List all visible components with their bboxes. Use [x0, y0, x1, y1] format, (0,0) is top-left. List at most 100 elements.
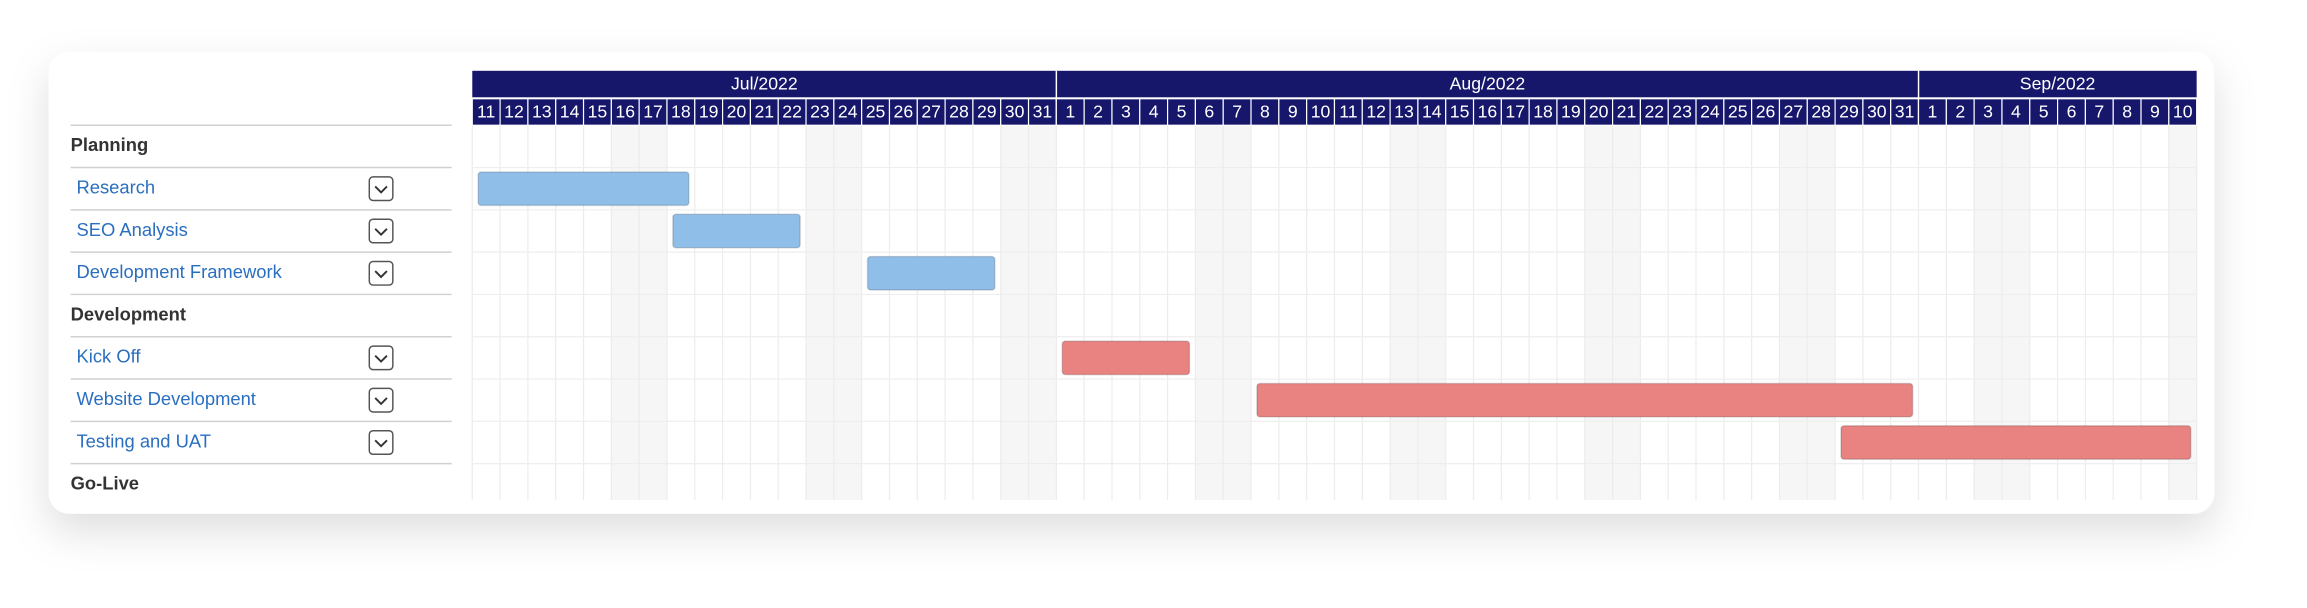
day-label: 8	[2122, 101, 2132, 121]
day-label: 26	[1756, 101, 1776, 121]
day-label: 12	[1366, 101, 1386, 121]
task-label[interactable]: Kick Off	[77, 346, 142, 367]
day-header	[888, 98, 918, 126]
day-header	[1973, 98, 2003, 126]
dropdown-chevron	[374, 228, 388, 237]
dropdown-button[interactable]	[368, 260, 394, 286]
day-header	[1639, 98, 1669, 126]
task-bar[interactable]	[866, 255, 996, 291]
day-label: 23	[810, 101, 830, 121]
day-label: 11	[477, 101, 495, 121]
task-bar[interactable]	[672, 213, 801, 249]
day-label: 20	[1589, 101, 1609, 121]
day-header	[471, 98, 501, 126]
day-header	[1389, 98, 1419, 126]
weekend-shade	[1612, 125, 1641, 501]
day-label: 28	[1811, 101, 1831, 121]
task-label[interactable]: Research	[77, 177, 156, 198]
day-header	[1584, 98, 1614, 126]
group-label: Development	[71, 303, 186, 324]
day-header	[1167, 98, 1196, 126]
task-bar[interactable]	[1840, 425, 2192, 460]
day-label: 10	[1311, 101, 1331, 121]
dropdown-button[interactable]	[368, 218, 394, 244]
day-header	[722, 98, 751, 126]
month-header	[1918, 70, 2197, 98]
day-label: 1	[1065, 101, 1075, 121]
day-header	[638, 98, 668, 126]
day-label: 17	[1505, 101, 1525, 121]
dropdown-button[interactable]	[368, 176, 394, 202]
day-header	[916, 98, 946, 126]
day-label: 4	[1149, 101, 1159, 121]
day-header	[1278, 98, 1308, 126]
weekend-shade	[1779, 125, 1808, 501]
day-label: 14	[1422, 101, 1442, 121]
day-header	[1083, 98, 1113, 126]
day-header	[499, 98, 529, 126]
day-header	[2001, 98, 2031, 126]
day-label: 24	[838, 101, 858, 121]
day-header	[1055, 98, 1085, 126]
day-header	[944, 98, 974, 126]
day-label: 21	[755, 101, 775, 121]
day-label: 31	[1033, 101, 1053, 121]
day-header	[1111, 98, 1141, 126]
task-bar[interactable]	[1061, 340, 1191, 376]
day-label: 6	[2067, 101, 2077, 121]
day-label: 17	[643, 101, 663, 121]
weekend-shade	[1807, 125, 1836, 501]
day-header	[2140, 98, 2170, 126]
day-label: 19	[699, 101, 719, 121]
day-label: 5	[2039, 101, 2049, 121]
day-label: 30	[1867, 101, 1887, 121]
day-header	[1361, 98, 1391, 126]
day-label: 9	[2150, 101, 2160, 121]
task-label[interactable]: Website Development	[77, 388, 256, 409]
task-label[interactable]: Testing and UAT	[77, 430, 211, 451]
day-label: 24	[1700, 101, 1720, 121]
day-label: 5	[1177, 101, 1187, 121]
group-label: Go-Live	[71, 473, 139, 494]
weekend-shade	[1000, 125, 1029, 501]
day-label: 23	[1672, 101, 1692, 121]
day-header	[1500, 98, 1530, 126]
day-label: 29	[1839, 101, 1859, 121]
dropdown-button[interactable]	[368, 387, 394, 413]
day-label: 14	[560, 101, 580, 121]
day-label: 7	[1232, 101, 1242, 121]
dropdown-chevron	[374, 439, 388, 448]
day-label: 31	[1895, 101, 1915, 121]
dropdown-button[interactable]	[368, 429, 394, 455]
day-label: 4	[2011, 101, 2021, 121]
month-header	[1056, 70, 1919, 98]
weekend-shade	[1028, 125, 1057, 501]
day-header	[1222, 98, 1252, 126]
month-label: Aug/2022	[1450, 73, 1526, 93]
day-label: 15	[588, 101, 608, 121]
weekend-shade	[1390, 125, 1418, 501]
month-label: Jul/2022	[731, 73, 798, 93]
group-label: Planning	[71, 134, 149, 155]
day-label: 1	[1928, 101, 1938, 121]
day-label: 3	[1121, 101, 1131, 121]
day-header	[555, 98, 585, 126]
day-header	[1528, 98, 1558, 126]
weekend-shade	[1223, 125, 1252, 501]
day-header	[1806, 98, 1836, 126]
dropdown-chevron	[374, 397, 388, 406]
day-label: 22	[782, 101, 802, 121]
day-label: 7	[2094, 101, 2104, 121]
task-label[interactable]: SEO Analysis	[77, 219, 188, 240]
day-label: 18	[671, 101, 691, 121]
dropdown-button[interactable]	[368, 345, 394, 371]
day-label: 2	[1093, 101, 1103, 121]
task-bar[interactable]	[1256, 382, 1914, 418]
day-label: 11	[1339, 101, 1357, 121]
day-header	[1890, 98, 1920, 126]
task-label[interactable]: Development Framework	[77, 261, 283, 282]
task-bar[interactable]	[477, 171, 690, 207]
day-header	[972, 98, 1002, 126]
day-label: 13	[532, 101, 552, 121]
dropdown-chevron	[374, 185, 388, 194]
